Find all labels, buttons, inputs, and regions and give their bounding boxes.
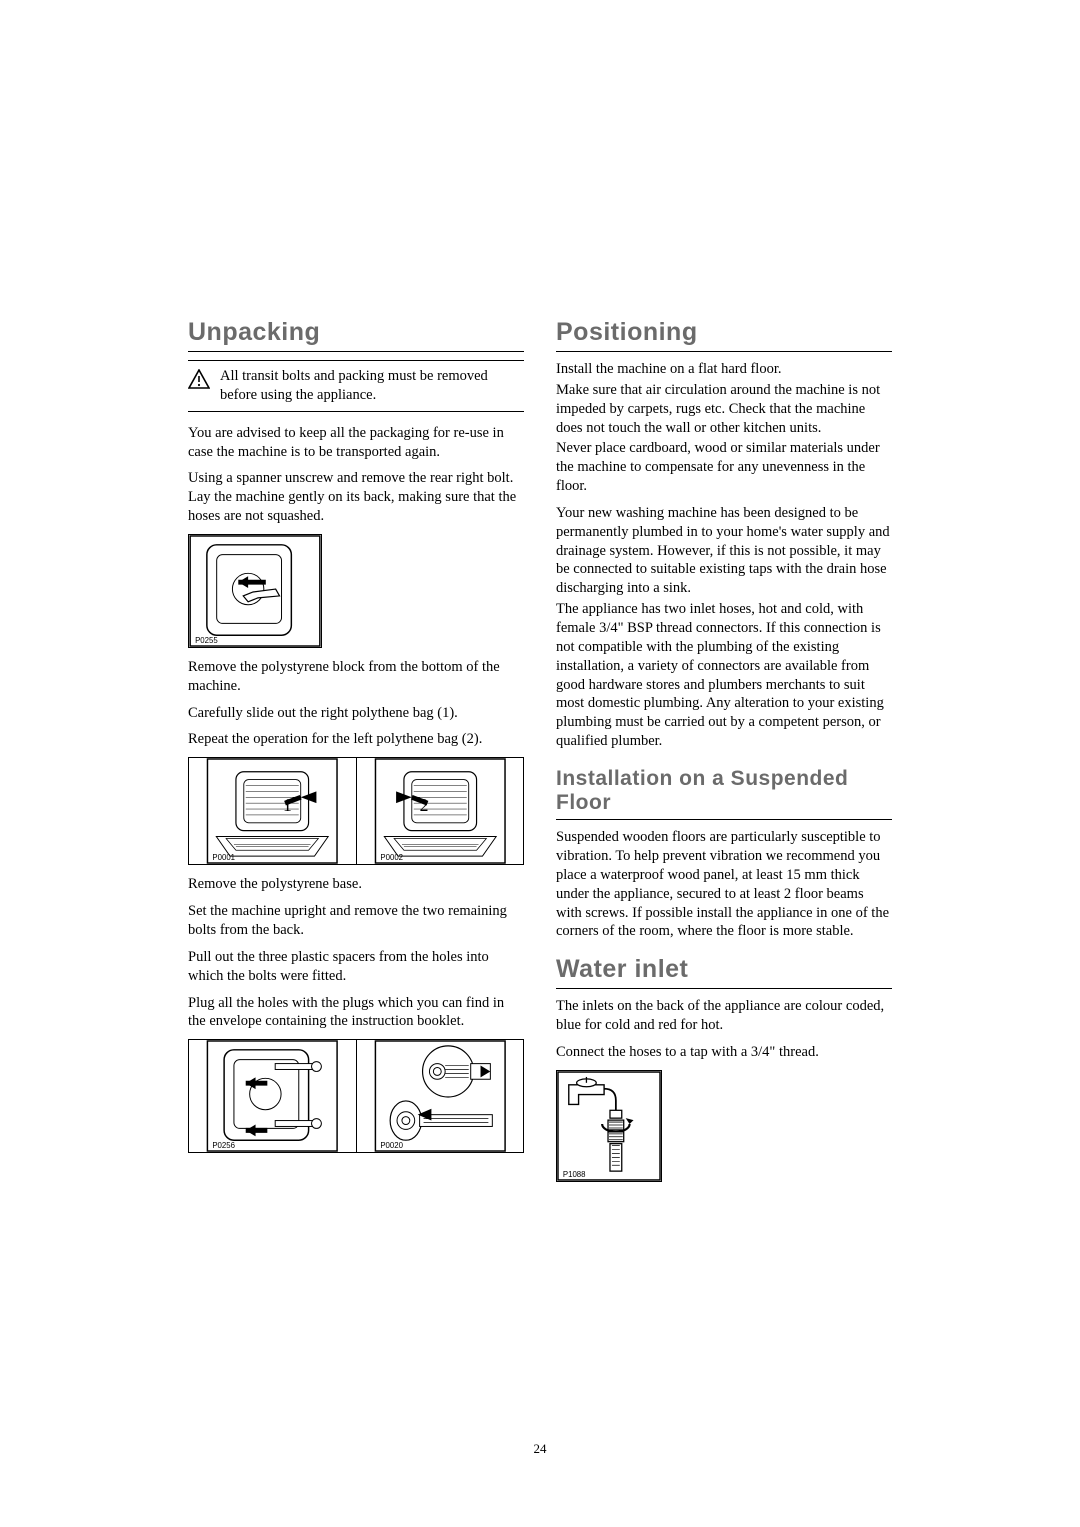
body-text: The inlets on the back of the appliance … — [556, 997, 892, 1035]
body-text: The appliance has two inlet hoses, hot a… — [556, 600, 892, 751]
rule — [556, 351, 892, 352]
figure-label: P1088 — [563, 1170, 586, 1179]
figure-label: P0256 — [212, 1141, 235, 1150]
rule — [188, 351, 524, 352]
body-text: Remove the polystyrene block from the bo… — [188, 658, 524, 696]
heading-positioning: Positioning — [556, 318, 892, 347]
figure-label: P0255 — [195, 636, 218, 645]
body-text: Carefully slide out the right polythene … — [188, 704, 524, 723]
right-column: Positioning Install the machine on a fla… — [556, 318, 892, 1182]
body-text: Make sure that air circulation around th… — [556, 381, 892, 438]
figure-label: P0002 — [380, 853, 403, 862]
figure-label: P0001 — [212, 853, 235, 862]
body-text: Your new washing machine has been design… — [556, 504, 892, 598]
figure-number-1: 1 — [283, 795, 292, 815]
body-text: Remove the polystyrene base. — [188, 875, 524, 894]
figure-unpacking-bolt: P0255 — [188, 534, 322, 648]
page-content: Unpacking All transit bolts and packing … — [0, 0, 1080, 1182]
figure-row: P0256 P0020 — [188, 1039, 524, 1153]
figure-polythene-1: 1 P0001 — [188, 757, 357, 865]
heading-unpacking: Unpacking — [188, 318, 524, 347]
warning-box: All transit bolts and packing must be re… — [188, 360, 524, 412]
figure-label: P0020 — [380, 1141, 403, 1150]
body-text: Never place cardboard, wood or similar m… — [556, 439, 892, 496]
warning-text: All transit bolts and packing must be re… — [220, 367, 524, 405]
body-text: Using a spanner unscrew and remove the r… — [188, 469, 524, 526]
warning-icon — [188, 369, 210, 389]
heading-suspended: Installation on a Suspended Floor — [556, 767, 892, 815]
page-number: 24 — [0, 1441, 1080, 1457]
rule — [556, 988, 892, 989]
body-text: Suspended wooden floors are particularly… — [556, 828, 892, 941]
rule — [556, 819, 892, 820]
figure-polythene-2: 2 P0002 — [357, 757, 525, 865]
body-text: Connect the hoses to a tap with a 3/4" t… — [556, 1043, 892, 1062]
figure-number-2: 2 — [419, 795, 428, 815]
figure-water-inlet: P1088 — [556, 1070, 662, 1182]
body-text: You are advised to keep all the packagin… — [188, 424, 524, 462]
body-text: Set the machine upright and remove the t… — [188, 902, 524, 940]
heading-water-inlet: Water inlet — [556, 955, 892, 984]
body-text: Pull out the three plastic spacers from … — [188, 948, 524, 986]
body-text: Install the machine on a flat hard floor… — [556, 360, 892, 379]
figure-remove-bolts: P0256 — [188, 1039, 357, 1153]
left-column: Unpacking All transit bolts and packing … — [188, 318, 524, 1182]
figure-row: 1 P0001 2 P0002 — [188, 757, 524, 865]
body-text: Plug all the holes with the plugs which … — [188, 994, 524, 1032]
figure-spacer-plug: P0020 — [357, 1039, 525, 1153]
body-text: Repeat the operation for the left polyth… — [188, 730, 524, 749]
